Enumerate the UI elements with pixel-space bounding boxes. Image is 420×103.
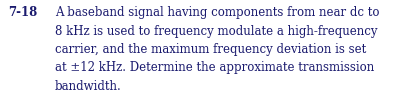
Text: 7-18: 7-18 <box>8 6 37 19</box>
Text: carrier, and the maximum frequency deviation is set: carrier, and the maximum frequency devia… <box>55 43 366 56</box>
Text: 8 kHz is used to frequency modulate a high-frequency: 8 kHz is used to frequency modulate a hi… <box>55 25 378 37</box>
Text: bandwidth.: bandwidth. <box>55 80 122 93</box>
Text: at ±12 kHz. Determine the approximate transmission: at ±12 kHz. Determine the approximate tr… <box>55 61 374 74</box>
Text: A baseband signal having components from near dc to: A baseband signal having components from… <box>55 6 380 19</box>
